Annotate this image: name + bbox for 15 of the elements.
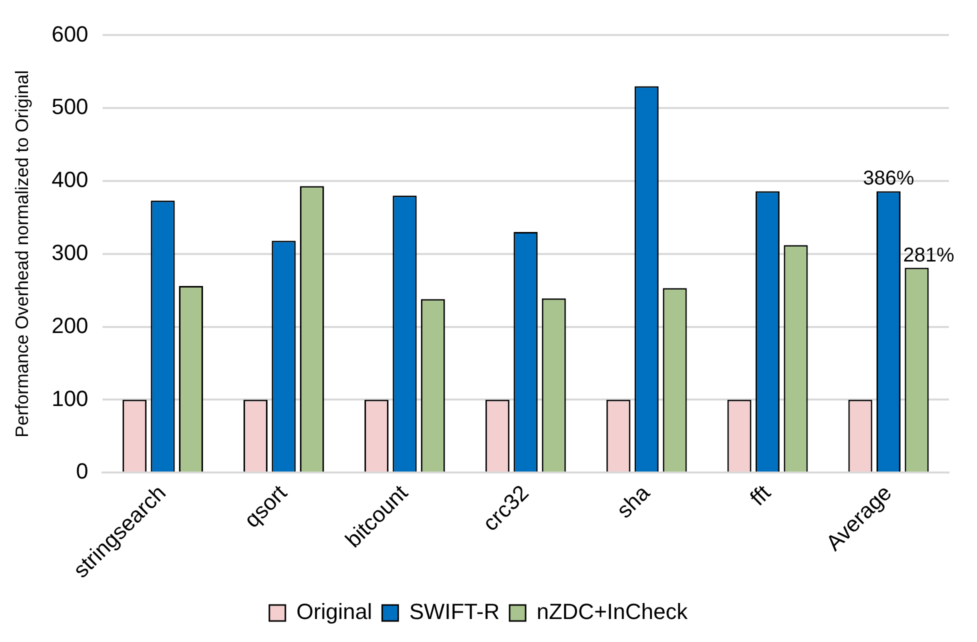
data-label: 281% <box>903 244 955 266</box>
legend-label: SWIFT-R <box>409 599 500 624</box>
y-tick-label: 600 <box>52 21 88 46</box>
x-tick-label: fft <box>745 480 776 510</box>
y-tick-label: 100 <box>52 386 88 411</box>
x-tick-label: sha <box>612 480 655 523</box>
legend-label: nZDC+InCheck <box>536 599 689 624</box>
legend-label: Original <box>296 599 372 624</box>
y-tick-label: 0 <box>76 458 88 484</box>
data-label: 386% <box>862 168 914 190</box>
y-tick-label: 200 <box>52 312 88 338</box>
y-tick-label: 300 <box>52 240 88 265</box>
y-axis-title: Performance Overhead normalized to Original <box>12 70 32 438</box>
y-tick-label: 400 <box>52 167 88 192</box>
y-tick-label: 500 <box>52 94 88 120</box>
